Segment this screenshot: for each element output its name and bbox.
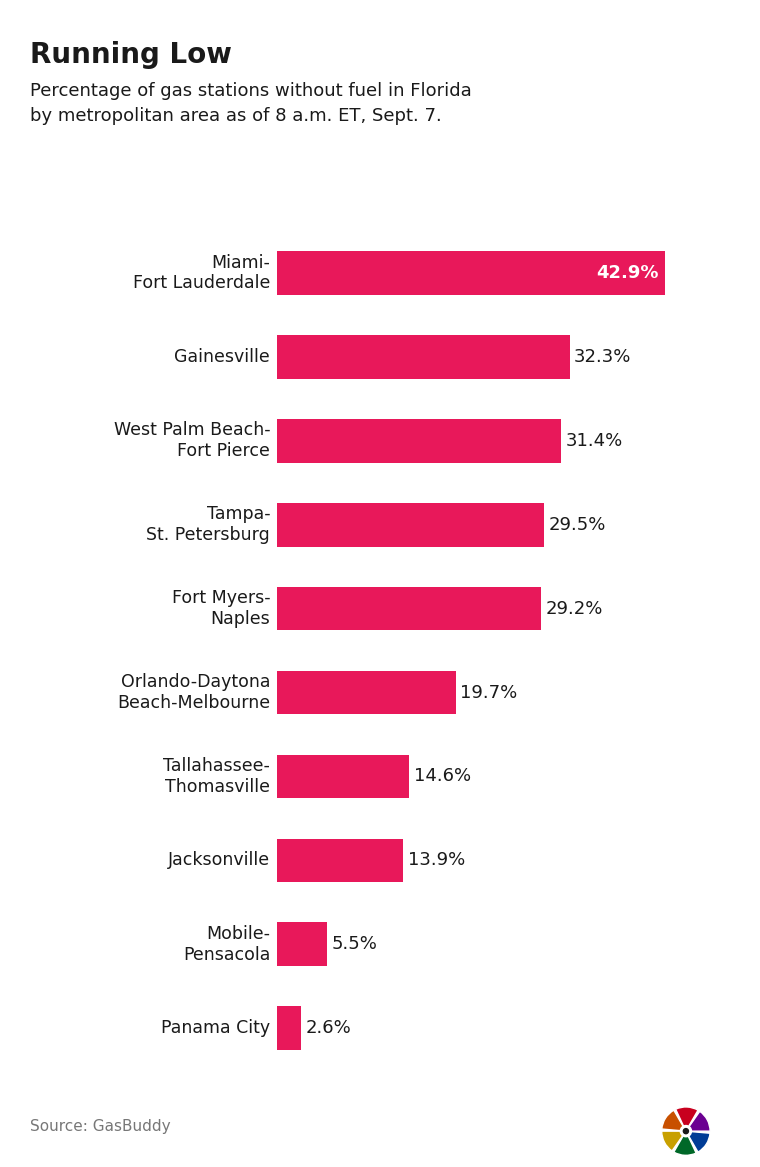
Text: Fort Myers-
Naples: Fort Myers- Naples bbox=[172, 589, 270, 628]
Text: 19.7%: 19.7% bbox=[460, 684, 518, 701]
Bar bbox=[277, 503, 544, 546]
Text: Percentage of gas stations without fuel in Florida
by metropolitan area as of 8 : Percentage of gas stations without fuel … bbox=[30, 82, 472, 125]
Circle shape bbox=[680, 1125, 692, 1137]
Text: Tallahassee-
Thomasville: Tallahassee- Thomasville bbox=[163, 757, 270, 796]
Bar bbox=[277, 671, 455, 714]
Text: 14.6%: 14.6% bbox=[414, 768, 471, 785]
Text: 13.9%: 13.9% bbox=[407, 852, 465, 869]
Text: Running Low: Running Low bbox=[30, 41, 233, 69]
Text: Orlando-Daytona
Beach-Melbourne: Orlando-Daytona Beach-Melbourne bbox=[117, 673, 270, 712]
Text: 31.4%: 31.4% bbox=[566, 432, 623, 449]
Text: Miami-
Fort Lauderdale: Miami- Fort Lauderdale bbox=[133, 253, 270, 293]
Bar bbox=[277, 587, 541, 630]
Bar bbox=[277, 1006, 301, 1050]
Text: Source: GasBuddy: Source: GasBuddy bbox=[30, 1119, 171, 1134]
Bar bbox=[277, 922, 327, 966]
Text: 29.5%: 29.5% bbox=[549, 516, 606, 533]
Bar bbox=[277, 755, 410, 798]
Bar bbox=[277, 251, 666, 295]
Text: West Palm Beach-
Fort Pierce: West Palm Beach- Fort Pierce bbox=[113, 421, 270, 460]
Text: Gainesville: Gainesville bbox=[174, 348, 270, 366]
Wedge shape bbox=[686, 1111, 710, 1131]
Text: 2.6%: 2.6% bbox=[306, 1019, 351, 1037]
Wedge shape bbox=[686, 1131, 710, 1152]
Wedge shape bbox=[676, 1107, 698, 1131]
Bar bbox=[277, 839, 403, 882]
Wedge shape bbox=[662, 1110, 686, 1131]
Bar bbox=[277, 335, 569, 379]
Wedge shape bbox=[674, 1131, 696, 1155]
Text: Panama City: Panama City bbox=[161, 1019, 270, 1037]
Bar bbox=[277, 419, 562, 462]
Circle shape bbox=[683, 1128, 689, 1133]
Text: 5.5%: 5.5% bbox=[331, 935, 378, 953]
Wedge shape bbox=[662, 1131, 686, 1151]
Text: 42.9%: 42.9% bbox=[597, 264, 659, 282]
Text: Mobile-
Pensacola: Mobile- Pensacola bbox=[183, 925, 270, 964]
Text: 29.2%: 29.2% bbox=[546, 600, 603, 617]
Text: 32.3%: 32.3% bbox=[574, 348, 632, 366]
Text: Tampa-
St. Petersburg: Tampa- St. Petersburg bbox=[147, 505, 270, 544]
Text: Jacksonville: Jacksonville bbox=[168, 852, 270, 869]
